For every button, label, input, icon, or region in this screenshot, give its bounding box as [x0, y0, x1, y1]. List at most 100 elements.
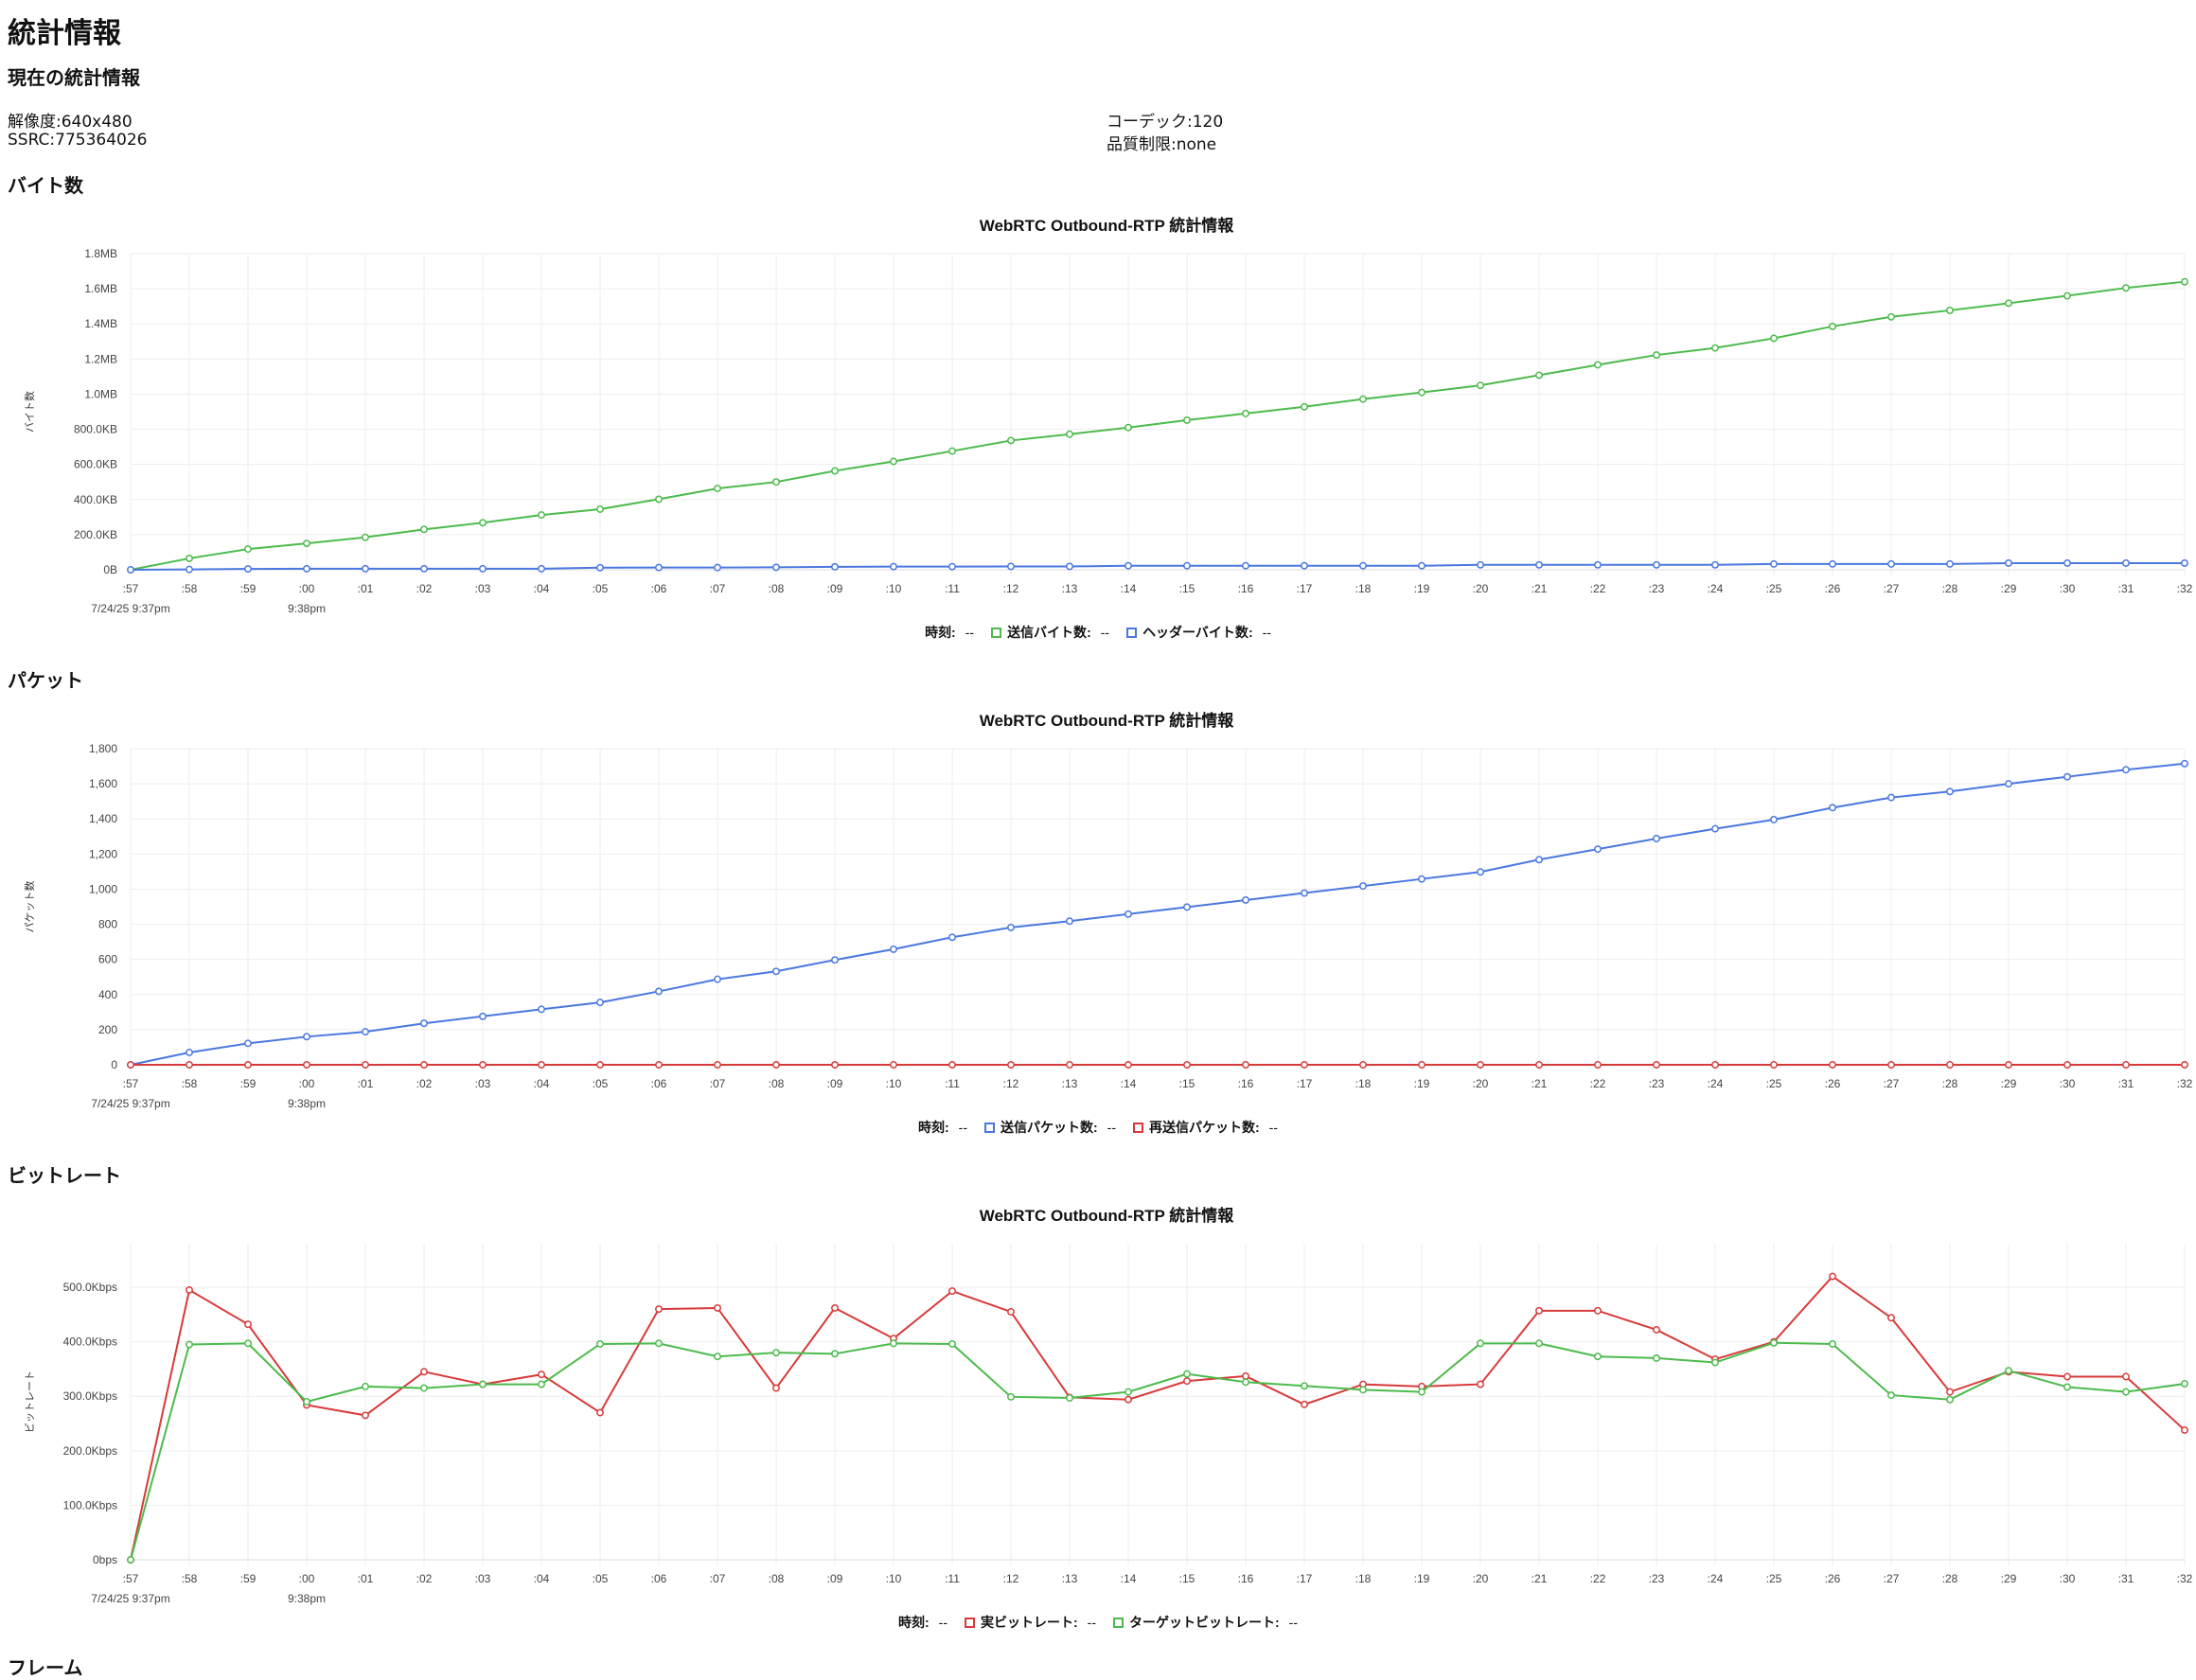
data-point: [1359, 561, 1367, 570]
x-sub-label: 9:38pm: [288, 1097, 326, 1110]
x-tick-label: :12: [1003, 582, 1019, 595]
x-tick-label: :23: [1649, 1572, 1665, 1585]
x-tick-label: :25: [1766, 582, 1782, 595]
data-point: [2063, 1372, 2071, 1381]
data-point: [890, 1061, 897, 1069]
data-point: [1770, 816, 1778, 823]
data-point: [1594, 1061, 1602, 1069]
data-point: [479, 564, 487, 573]
data-point: [1477, 1339, 1484, 1348]
data-point: [1418, 1061, 1426, 1069]
x-tick-label: :20: [1473, 1572, 1489, 1585]
data-point: [1007, 1061, 1015, 1069]
data-point: [1125, 423, 1132, 432]
x-tick-label: :59: [240, 1572, 257, 1585]
data-point: [127, 566, 134, 574]
current-stats-heading: 現在の統計情報: [8, 66, 140, 89]
x-tick-label: :02: [416, 582, 433, 595]
y-tick-label: 1,200: [89, 847, 117, 860]
x-tick-label: :03: [475, 1077, 491, 1090]
x-tick-label: :30: [2060, 1077, 2076, 1090]
data-point: [2122, 1388, 2130, 1396]
data-point: [1301, 561, 1308, 570]
x-tick-label: :09: [827, 1572, 843, 1585]
x-tick-label: :58: [182, 1572, 198, 1585]
x-tick-label: :17: [1297, 1077, 1313, 1090]
x-tick-label: :08: [769, 582, 785, 595]
x-tick-label: :06: [651, 582, 667, 595]
data-point: [303, 1061, 310, 1069]
x-tick-label: :04: [534, 582, 550, 595]
legend-time-label: 時刻:: [918, 1120, 949, 1135]
data-point: [1653, 835, 1660, 842]
ssrc-text: SSRC:775364026: [8, 131, 148, 150]
x-tick-label: :15: [1179, 1572, 1195, 1585]
x-sub-label: 7/24/25 9:37pm: [91, 602, 169, 615]
data-point: [714, 485, 721, 493]
x-tick-label: :01: [358, 1077, 374, 1090]
data-point: [420, 1019, 428, 1028]
data-point: [1007, 923, 1015, 931]
y-tick-label: 1,000: [89, 882, 117, 895]
data-point: [1418, 875, 1426, 883]
x-tick-label: :57: [123, 1077, 139, 1090]
data-point: [1594, 361, 1602, 369]
data-point: [1301, 889, 1308, 897]
legend-swatch-blue: [1126, 627, 1138, 638]
y-tick-label: 1,400: [89, 812, 117, 825]
x-tick-label: :01: [358, 582, 374, 595]
data-point: [1359, 1386, 1367, 1394]
data-point: [1007, 436, 1015, 445]
data-point: [1829, 1061, 1836, 1069]
y-tick-label: 0bps: [93, 1553, 117, 1566]
data-point: [1183, 1061, 1191, 1069]
y-tick-label: 1,800: [89, 742, 117, 755]
data-point: [831, 562, 839, 571]
x-tick-label: :10: [886, 1077, 902, 1090]
x-tick-label: :19: [1414, 1077, 1430, 1090]
data-point: [1183, 416, 1191, 424]
x-tick-label: :20: [1473, 1077, 1489, 1090]
x-tick-label: :21: [1532, 1077, 1548, 1090]
data-point: [1007, 1308, 1015, 1316]
x-tick-label: :03: [475, 1572, 491, 1585]
data-point: [186, 1340, 193, 1349]
data-point: [538, 564, 545, 573]
data-point: [1535, 371, 1543, 380]
series-line: [130, 1341, 2186, 1561]
data-point: [596, 505, 604, 513]
data-point: [186, 1285, 193, 1294]
x-tick-label: :08: [769, 1572, 785, 1585]
legend-time: 時刻: --: [925, 623, 974, 642]
codec-text: コーデック:120: [1107, 113, 1224, 132]
x-tick-label: :27: [1884, 582, 1900, 595]
data-point: [1887, 312, 1895, 321]
x-tick-label: :24: [1708, 582, 1724, 595]
bytes-chart: WebRTC Outbound-RTP 統計情報バイト数:57:58:59:00…: [24, 216, 2193, 615]
x-tick-label: :22: [1590, 1572, 1606, 1585]
data-point: [244, 1339, 252, 1348]
data-point: [1535, 560, 1543, 569]
data-point: [538, 1380, 545, 1388]
data-point: [1066, 430, 1073, 438]
y-tick-label: 0B: [103, 563, 117, 576]
data-point: [479, 1012, 487, 1020]
data-point: [1418, 388, 1426, 397]
data-point: [655, 987, 663, 996]
data-point: [1242, 1061, 1249, 1069]
data-point: [1770, 1338, 1778, 1347]
data-point: [1359, 1061, 1367, 1069]
series-line: [130, 1275, 2186, 1561]
data-point: [1711, 560, 1719, 569]
chart-title: WebRTC Outbound-RTP 統計情報: [980, 711, 1235, 730]
data-point: [2181, 277, 2188, 286]
legend-swatch-red: [965, 1617, 975, 1628]
x-tick-label: :18: [1355, 1572, 1372, 1585]
x-sub-label: 9:38pm: [288, 602, 326, 615]
data-point: [303, 1398, 310, 1406]
data-point: [244, 565, 252, 574]
data-point: [1829, 559, 1836, 568]
data-point: [1007, 562, 1015, 571]
data-point: [772, 478, 780, 486]
x-sub-label: 9:38pm: [288, 1592, 326, 1605]
